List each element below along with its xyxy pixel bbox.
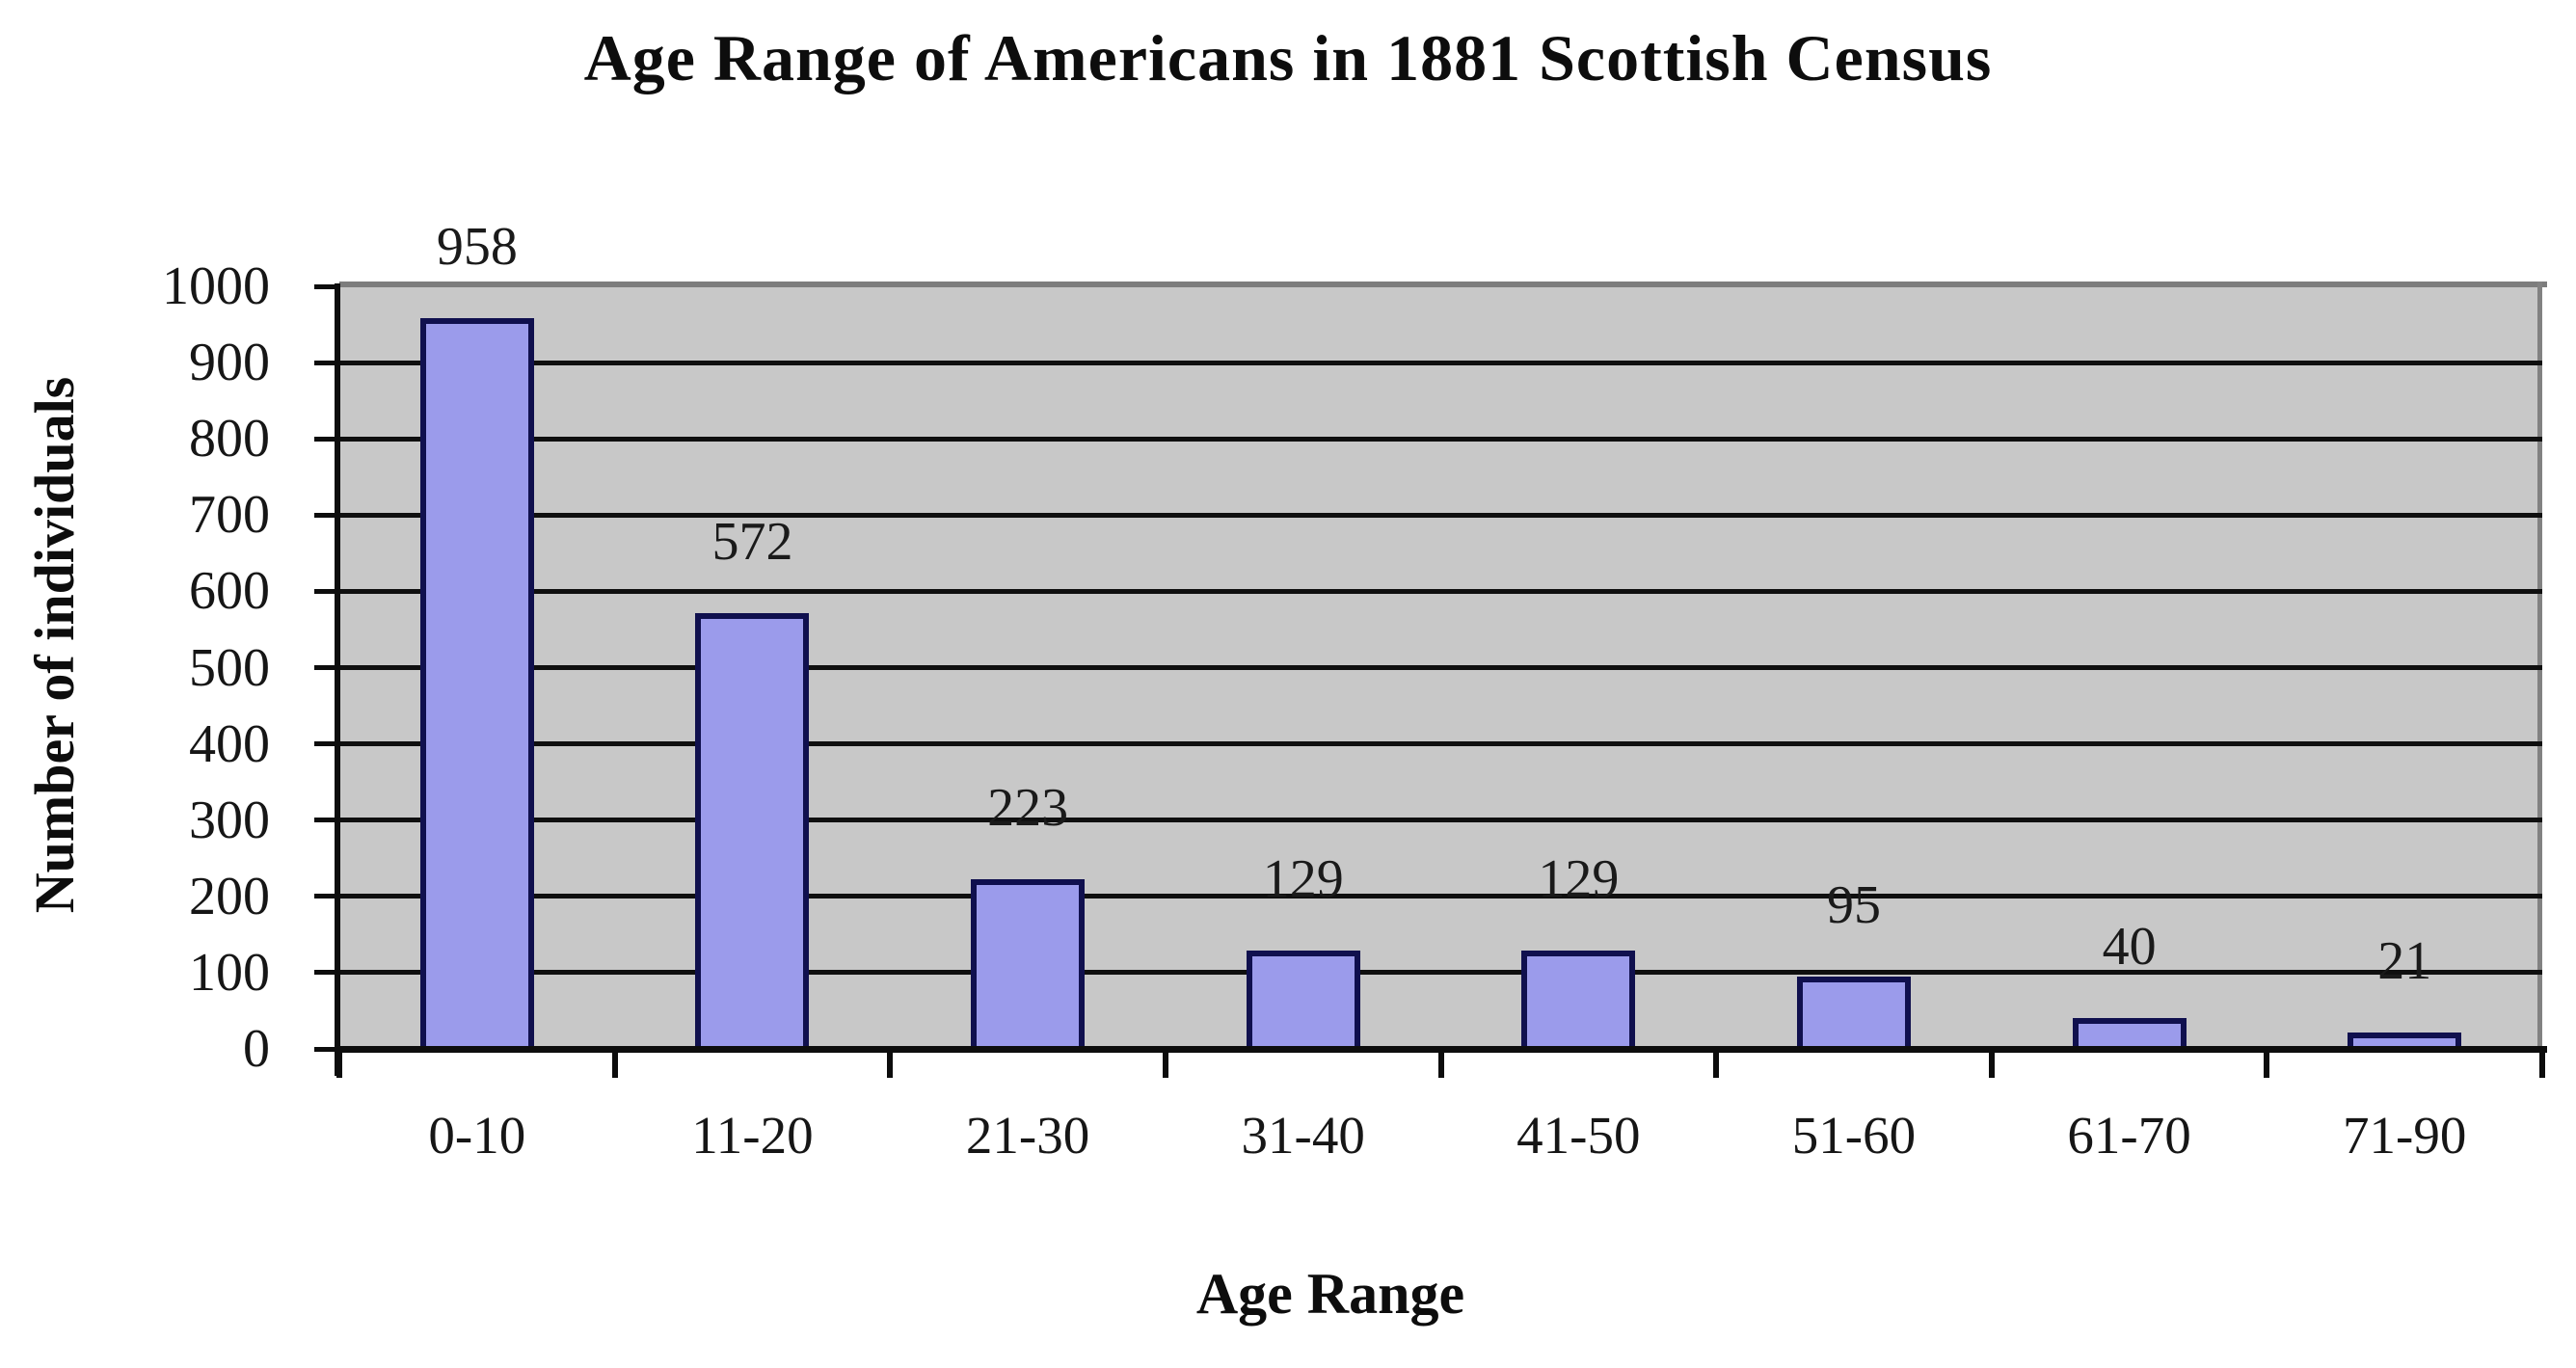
y-tick — [314, 1046, 339, 1052]
x-tick-label-71-90: 71-90 — [2343, 1106, 2467, 1165]
gridline-400 — [339, 741, 2542, 747]
x-tick — [1713, 1049, 1720, 1078]
x-tick-label-51-60: 51-60 — [1791, 1106, 1917, 1165]
y-tick — [314, 818, 339, 823]
gridline-600 — [339, 588, 2542, 594]
y-tick-label: 900 — [189, 333, 270, 393]
x-tick-label-21-30: 21-30 — [965, 1106, 1090, 1165]
y-tick-label: 800 — [189, 409, 270, 469]
bar-value-11-20: 572 — [711, 511, 793, 572]
gridline-100 — [339, 970, 2542, 976]
x-tick-label-0-10: 0-10 — [428, 1106, 526, 1165]
y-tick — [314, 665, 339, 670]
bar-value-21-30: 223 — [987, 777, 1069, 838]
bar-0-10 — [419, 318, 534, 1053]
y-axis-title: Number of individuals — [23, 376, 86, 914]
x-tick-label-41-50: 41-50 — [1516, 1106, 1641, 1165]
bar-41-50 — [1521, 950, 1636, 1053]
x-tick — [887, 1049, 894, 1078]
bar-value-41-50: 129 — [1538, 848, 1620, 909]
y-tick — [314, 436, 339, 442]
bar-value-0-10: 958 — [436, 217, 518, 278]
y-tick-label: 0 — [243, 1019, 270, 1079]
y-tick-label: 400 — [189, 713, 270, 774]
x-tick — [2264, 1049, 2270, 1078]
y-tick — [314, 360, 339, 365]
y-tick — [314, 970, 339, 976]
bar-51-60 — [1796, 976, 1911, 1053]
bar-value-71-90: 21 — [2377, 931, 2432, 992]
gridline-900 — [339, 360, 2542, 365]
plot-border-top — [339, 282, 2547, 287]
x-tick — [2539, 1049, 2545, 1078]
x-axis-title: Age Range — [1195, 1262, 1465, 1326]
y-tick — [314, 588, 339, 594]
y-tick-label: 500 — [189, 637, 270, 698]
bar-value-51-60: 95 — [1826, 874, 1881, 935]
x-tick — [336, 1049, 342, 1078]
bar-value-61-70: 40 — [2102, 917, 2157, 978]
y-tick-label: 200 — [189, 866, 270, 926]
y-tick — [314, 283, 339, 289]
gridline-500 — [339, 665, 2542, 670]
y-tick-label: 300 — [189, 790, 270, 850]
x-tick-label-11-20: 11-20 — [691, 1106, 814, 1165]
gridline-700 — [339, 512, 2542, 518]
y-tick-label: 700 — [189, 485, 270, 546]
y-tick-label: 100 — [189, 942, 270, 1003]
x-tick — [1162, 1049, 1168, 1078]
x-tick — [1988, 1049, 1995, 1078]
x-tick — [611, 1049, 618, 1078]
y-tick — [314, 741, 339, 747]
gridline-200 — [339, 894, 2542, 899]
bar-11-20 — [695, 612, 810, 1053]
y-tick-label: 600 — [189, 561, 270, 622]
bar-value-31-40: 129 — [1262, 848, 1344, 909]
y-tick — [314, 894, 339, 899]
bar-31-40 — [1246, 950, 1360, 1053]
bar-21-30 — [971, 878, 1086, 1053]
x-tick-label-31-40: 31-40 — [1241, 1106, 1365, 1165]
y-tick-label: 1000 — [162, 256, 270, 316]
y-tick — [314, 512, 339, 518]
chart-title: Age Range of Americans in 1881 Scottish … — [583, 21, 1993, 94]
y-axis-line — [335, 283, 340, 1076]
gridline-800 — [339, 436, 2542, 442]
x-tick-label-61-70: 61-70 — [2067, 1106, 2191, 1165]
x-tick — [1437, 1049, 1444, 1078]
gridline-300 — [339, 818, 2542, 823]
